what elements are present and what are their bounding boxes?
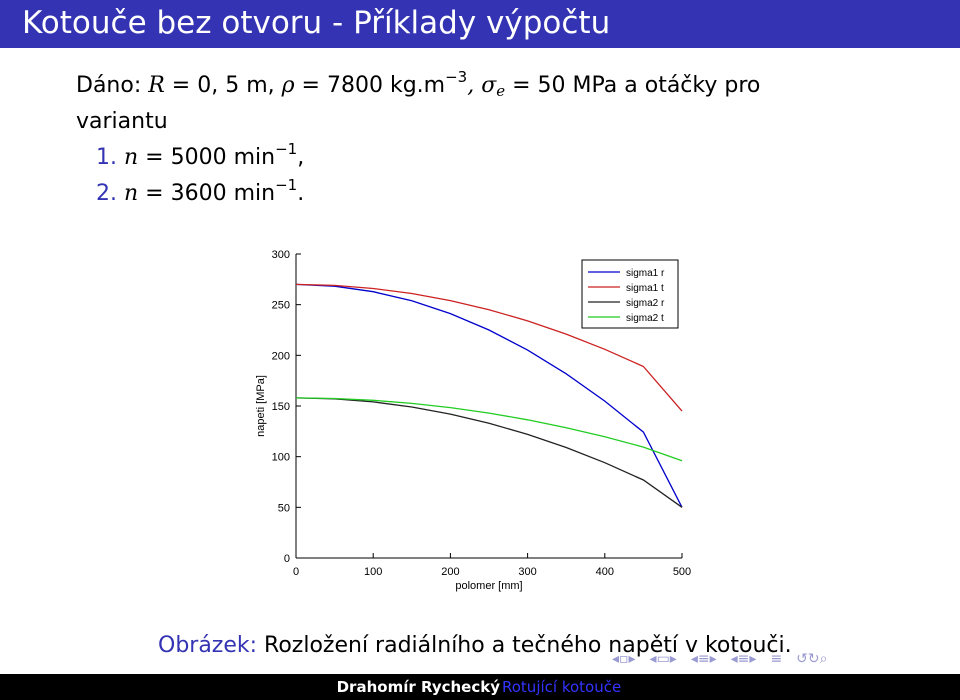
- variant-number: 1.: [96, 145, 117, 170]
- x-tick-label: 500: [673, 566, 691, 578]
- legend-label: sigma1 t: [626, 283, 664, 294]
- given-block: Dáno: R = 0, 5 m, ρ = 7800 kg.m−3, σe = …: [76, 68, 936, 212]
- y-tick-label: 0: [284, 553, 290, 565]
- nav-subsection-icon[interactable]: ◂≡▸: [730, 651, 757, 667]
- series-line: [295, 397, 683, 508]
- caption-label: Obrázek:: [158, 633, 258, 658]
- y-tick-label: 50: [278, 502, 290, 514]
- beamer-navigation[interactable]: ◂▫▸ ◂▭▸ ◂≡▸ ◂≡▸ ≡ ↺↻⌕: [612, 648, 827, 670]
- y-tick-label: 100: [272, 452, 290, 464]
- x-tick-label: 300: [518, 566, 536, 578]
- y-axis-label: napeti [MPa]: [255, 375, 267, 437]
- variant-value: = 3600 min: [138, 181, 276, 206]
- y-tick-label: 300: [272, 249, 290, 261]
- sigma-value: = 50 MPa a otáčky pro: [505, 73, 761, 98]
- variant-symbol: n: [124, 181, 139, 206]
- y-tick-label: 150: [272, 401, 290, 413]
- given-line-2: variantu: [76, 109, 168, 134]
- variant-item-1: 1. n = 5000 min−1,: [76, 140, 936, 176]
- R-value: = 0, 5 m,: [164, 73, 282, 98]
- legend-label: sigma2 r: [626, 298, 665, 309]
- x-axis-label: polomer [mm]: [455, 580, 522, 592]
- legend-label: sigma2 t: [626, 313, 664, 324]
- R-symbol: R: [148, 73, 165, 98]
- nav-frame-prev-icon[interactable]: ◂▫▸: [612, 651, 636, 667]
- figure-caption: Obrázek: Rozložení radiálního a tečného …: [158, 628, 792, 664]
- caption-text: Rozložení radiálního a tečného napětí v …: [257, 633, 792, 658]
- x-tick-label: 0: [293, 566, 299, 578]
- nav-section-icon[interactable]: ◂≡▸: [690, 651, 717, 667]
- series-line: [295, 397, 683, 462]
- x-tick-label: 200: [441, 566, 459, 578]
- x-tick-label: 100: [364, 566, 382, 578]
- variant-item-2: 2. n = 3600 min−1.: [76, 176, 936, 212]
- given-line-1: Dáno: R = 0, 5 m, ρ = 7800 kg.m−3, σe = …: [76, 68, 936, 104]
- series-line: [295, 283, 683, 412]
- variant-value: = 5000 min: [138, 145, 276, 170]
- title-bar: Kotouče bez otvoru - Příklady výpočtu: [0, 0, 960, 48]
- x-tick-label: 400: [596, 566, 614, 578]
- variant-number: 2.: [96, 181, 117, 206]
- y-tick-label: 200: [272, 350, 290, 362]
- nav-frame-next-icon[interactable]: ◂▭▸: [649, 651, 677, 667]
- rho-exponent: −3: [445, 68, 468, 86]
- rho-symbol: ρ: [281, 73, 295, 98]
- stress-chart: 0 50 100 150 200 250 300 0 100 200 300 400 500 polome…: [240, 240, 700, 596]
- nav-doc-icon[interactable]: ≡: [770, 651, 783, 667]
- variant-exponent: −1: [275, 140, 298, 158]
- series-line: [295, 283, 683, 508]
- given-prefix: Dáno:: [76, 73, 149, 98]
- rho-value: = 7800 kg.m: [294, 73, 446, 98]
- sigma-subscript: e: [496, 82, 506, 100]
- sigma-symbol: , σ: [467, 73, 497, 98]
- legend-label: sigma1 r: [626, 268, 665, 279]
- footer-bar: Drahomír Rychecký Rotující kotouče: [0, 674, 960, 700]
- slide-title: Kotouče bez otvoru - Příklady výpočtu: [22, 5, 611, 41]
- y-tick-label: 250: [272, 300, 290, 312]
- variant-symbol: n: [124, 145, 139, 170]
- variant-exponent: −1: [275, 176, 298, 194]
- footer-topic: Rotující kotouče: [502, 678, 622, 696]
- footer-author: Drahomír Rychecký: [336, 678, 500, 696]
- variant-end: .: [297, 181, 305, 206]
- variant-end: ,: [297, 145, 305, 170]
- nav-search-icon[interactable]: ↺↻⌕: [796, 651, 828, 667]
- chart-svg: 0 50 100 150 200 250 300 0 100 200 300 400 500 polome…: [255, 249, 691, 592]
